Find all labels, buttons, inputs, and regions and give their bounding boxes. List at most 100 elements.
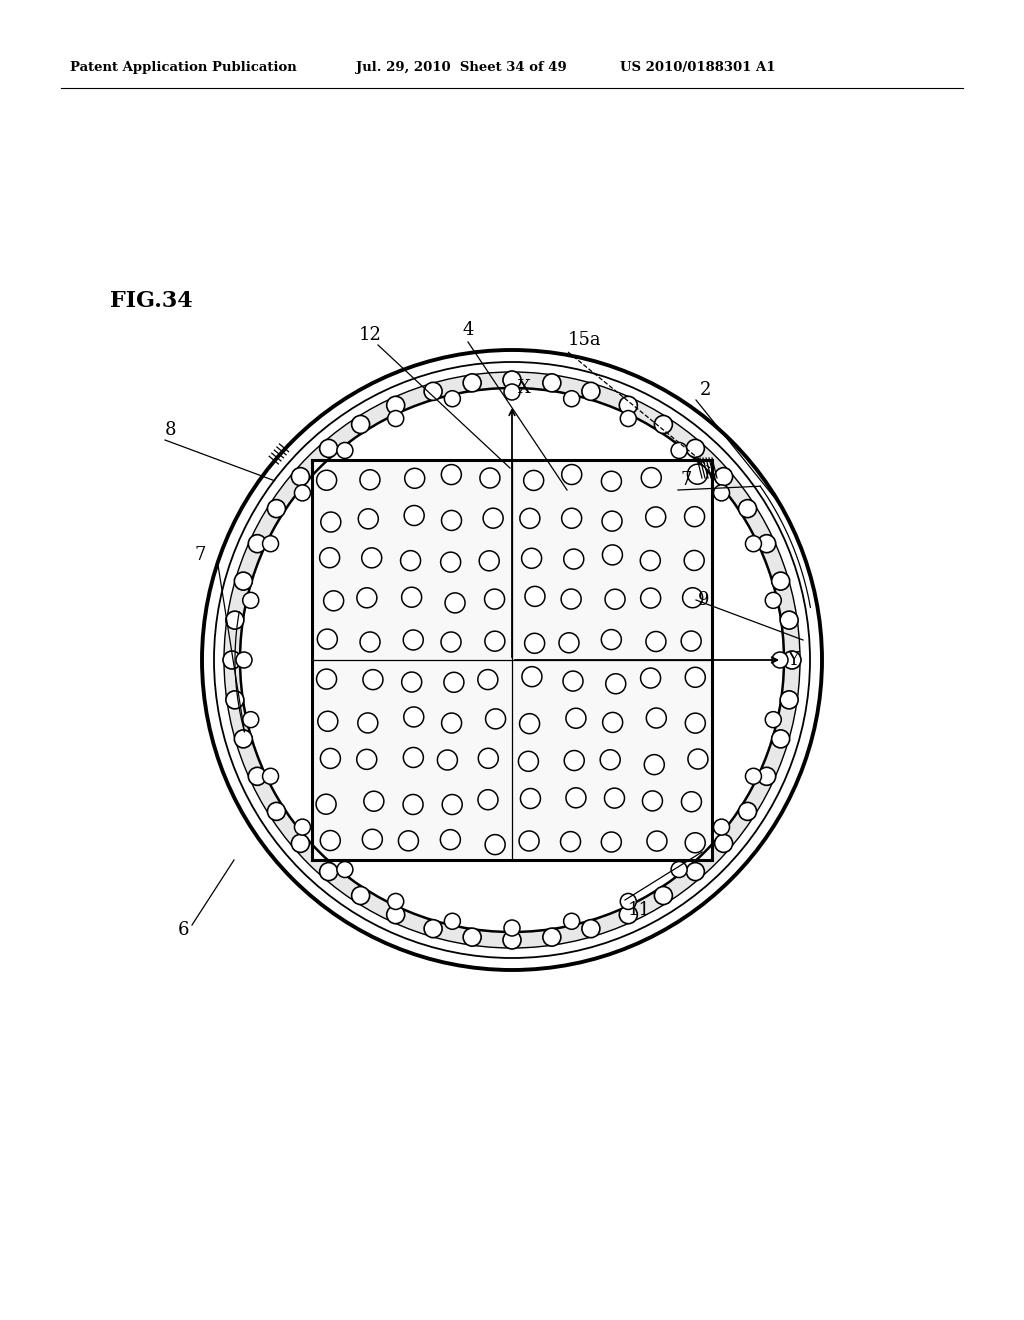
Circle shape: [684, 550, 705, 570]
Circle shape: [601, 832, 622, 851]
Circle shape: [772, 572, 790, 590]
Circle shape: [351, 887, 370, 904]
Circle shape: [647, 832, 667, 851]
Circle shape: [292, 834, 309, 853]
Circle shape: [485, 834, 505, 854]
Circle shape: [441, 511, 462, 531]
Circle shape: [319, 862, 338, 880]
Circle shape: [758, 767, 776, 785]
Circle shape: [681, 631, 701, 651]
Circle shape: [601, 471, 622, 491]
Text: 15a: 15a: [568, 331, 602, 348]
Circle shape: [783, 651, 801, 669]
Circle shape: [503, 931, 521, 949]
Circle shape: [543, 928, 561, 946]
Circle shape: [601, 630, 622, 649]
Circle shape: [780, 611, 798, 630]
Circle shape: [234, 730, 252, 748]
Circle shape: [443, 672, 464, 692]
Circle shape: [524, 634, 545, 653]
Circle shape: [316, 669, 337, 689]
Circle shape: [566, 788, 586, 808]
Circle shape: [772, 652, 788, 668]
Circle shape: [646, 631, 666, 652]
Circle shape: [758, 535, 776, 553]
Circle shape: [401, 587, 422, 607]
Circle shape: [444, 391, 461, 407]
Circle shape: [620, 906, 637, 924]
Circle shape: [602, 545, 623, 565]
Circle shape: [654, 887, 673, 904]
Circle shape: [564, 549, 584, 569]
Circle shape: [478, 789, 498, 809]
Circle shape: [441, 713, 462, 733]
Circle shape: [745, 536, 762, 552]
Circle shape: [403, 747, 423, 767]
Circle shape: [522, 667, 542, 686]
Circle shape: [480, 469, 500, 488]
Circle shape: [479, 550, 500, 570]
Circle shape: [351, 416, 370, 433]
Circle shape: [688, 748, 708, 770]
Circle shape: [685, 713, 706, 733]
Circle shape: [360, 470, 380, 490]
Circle shape: [463, 374, 481, 392]
Circle shape: [485, 631, 505, 651]
Circle shape: [319, 548, 340, 568]
Circle shape: [445, 593, 465, 612]
Circle shape: [714, 820, 729, 836]
Circle shape: [504, 920, 520, 936]
Circle shape: [248, 767, 266, 785]
Circle shape: [424, 920, 442, 937]
Text: 6: 6: [178, 921, 189, 939]
Circle shape: [478, 748, 499, 768]
Text: 11: 11: [628, 902, 651, 919]
Circle shape: [226, 690, 244, 709]
Circle shape: [559, 632, 579, 653]
Circle shape: [738, 803, 757, 820]
Text: Y: Y: [787, 651, 799, 669]
Circle shape: [640, 550, 660, 570]
Text: Patent Application Publication: Patent Application Publication: [70, 62, 297, 74]
Text: 7: 7: [680, 471, 691, 488]
Circle shape: [441, 465, 462, 484]
Circle shape: [316, 795, 336, 814]
Text: 9: 9: [698, 591, 710, 609]
Circle shape: [243, 711, 259, 727]
Bar: [312, 459, 712, 861]
Circle shape: [715, 467, 732, 486]
Circle shape: [715, 834, 732, 853]
Circle shape: [243, 593, 259, 609]
Circle shape: [295, 820, 310, 836]
Circle shape: [503, 371, 521, 389]
Circle shape: [563, 671, 583, 692]
Circle shape: [267, 803, 286, 820]
Circle shape: [641, 589, 660, 609]
Circle shape: [765, 593, 781, 609]
Circle shape: [444, 913, 461, 929]
Circle shape: [440, 830, 461, 850]
Text: FIG.34: FIG.34: [110, 290, 193, 312]
Circle shape: [403, 708, 424, 727]
Circle shape: [685, 507, 705, 527]
Circle shape: [400, 550, 421, 570]
Circle shape: [566, 709, 586, 729]
Text: US 2010/0188301 A1: US 2010/0188301 A1: [620, 62, 775, 74]
Circle shape: [685, 833, 706, 853]
Circle shape: [248, 535, 266, 553]
Circle shape: [441, 632, 461, 652]
Circle shape: [621, 411, 636, 426]
Circle shape: [687, 465, 708, 484]
Circle shape: [520, 788, 541, 809]
Circle shape: [523, 470, 544, 491]
Circle shape: [478, 669, 498, 689]
Circle shape: [292, 467, 309, 486]
Circle shape: [683, 587, 702, 607]
Circle shape: [504, 384, 520, 400]
Circle shape: [714, 484, 729, 500]
Circle shape: [442, 795, 462, 814]
Circle shape: [519, 714, 540, 734]
Circle shape: [738, 500, 757, 517]
Circle shape: [317, 711, 338, 731]
Circle shape: [403, 630, 423, 649]
